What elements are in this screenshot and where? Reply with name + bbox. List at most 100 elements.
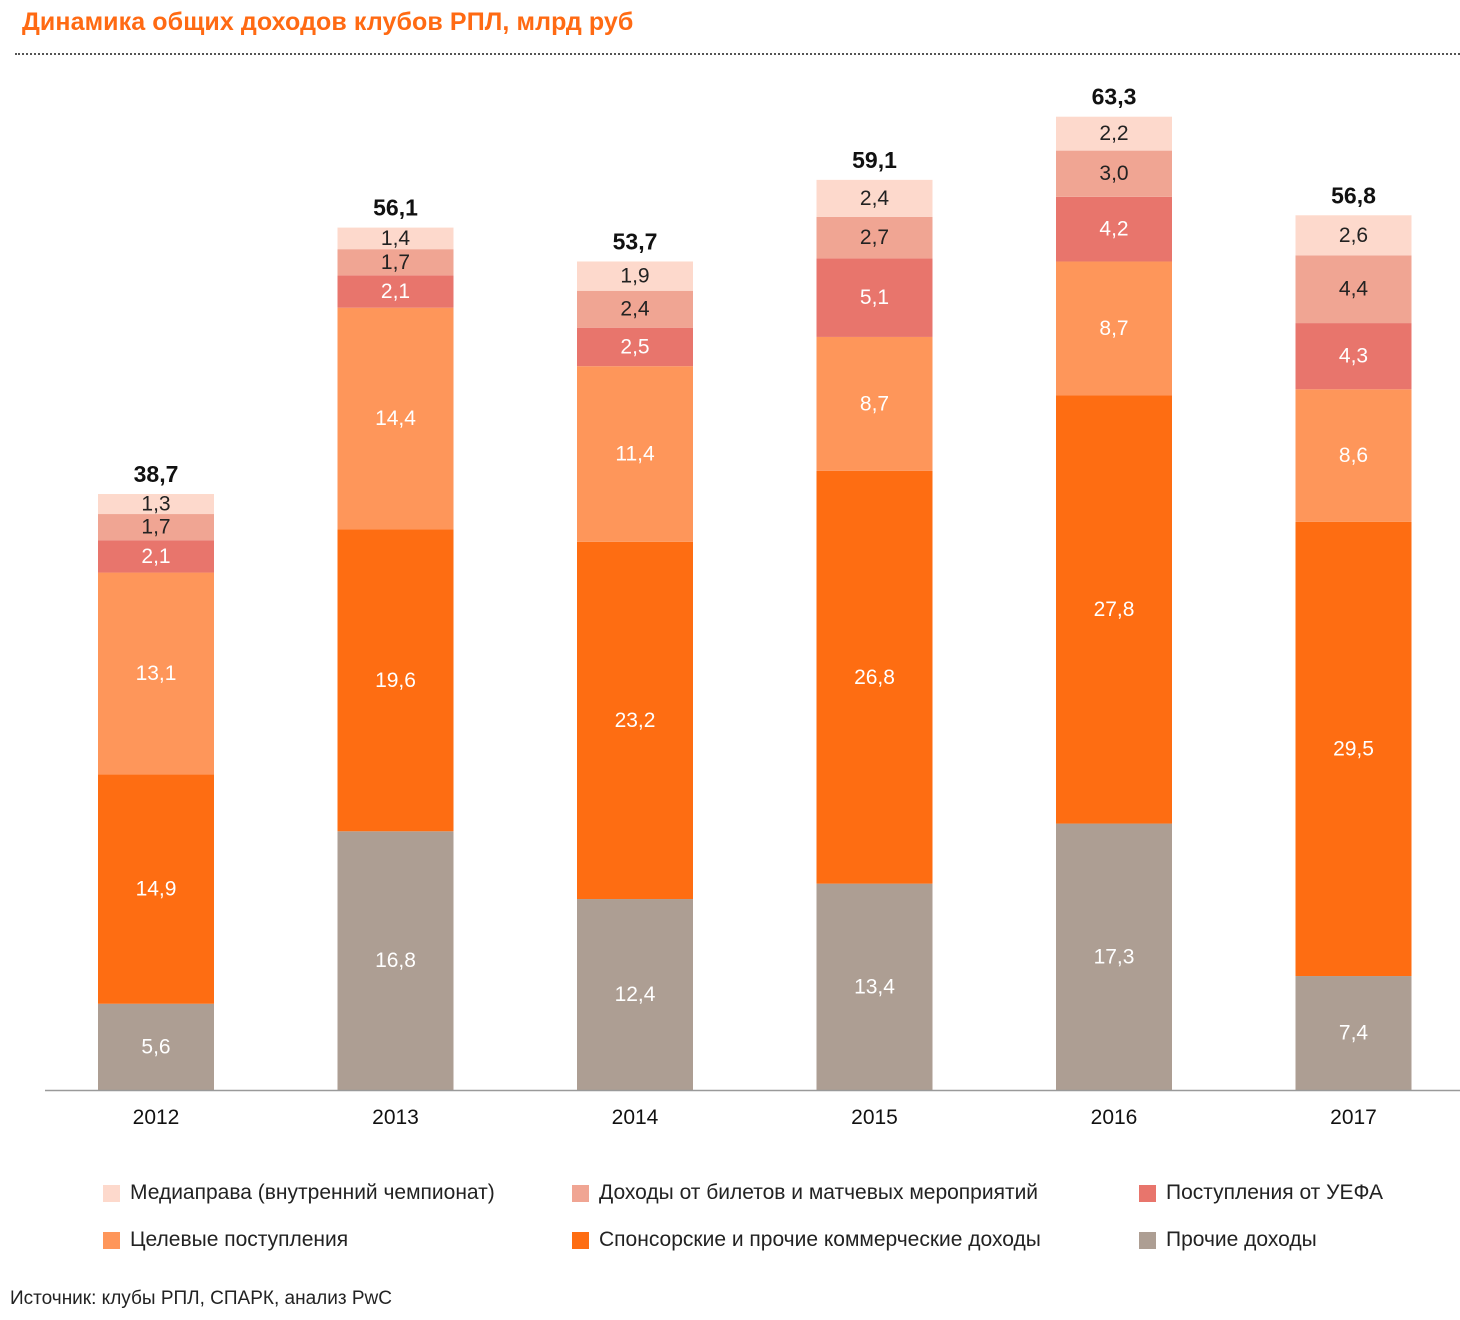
bar-segment-2016-1 <box>1056 395 1172 824</box>
legend-swatch-uefa <box>1139 1184 1156 1202</box>
bar-total-2016: 63,3 <box>1092 84 1137 110</box>
bar-segment-2014-1 <box>577 541 693 900</box>
legend-item-sponsor: Спонсорские и прочие коммерческие доходы <box>572 1228 1041 1252</box>
bar-label-2017-3: 4,3 <box>1339 345 1368 368</box>
legend-label-sponsor: Спонсорские и прочие коммерческие доходы <box>599 1228 1041 1251</box>
bar-segment-2017-2 <box>1295 389 1412 522</box>
bar-total-2017: 56,8 <box>1331 182 1376 208</box>
bar-total-2014: 53,7 <box>613 228 658 254</box>
bar-label-2016-3: 4,2 <box>1099 218 1128 241</box>
bar-label-2014-0: 12,4 <box>615 983 656 1006</box>
legend-item-other: Прочие доходы <box>1139 1228 1317 1252</box>
bar-label-2013-5: 1,4 <box>381 227 411 250</box>
legend-swatch-sponsor <box>572 1231 589 1249</box>
bar-label-2014-1: 23,2 <box>615 709 656 732</box>
bar-label-2012-5: 1,3 <box>141 493 170 516</box>
bar-segment-2015-4 <box>816 216 933 259</box>
bar-segment-2016-3 <box>1056 196 1172 262</box>
bar-label-2016-4: 3,0 <box>1099 162 1128 185</box>
legend-item-media: Медиаправа (внутренний чемпионат) <box>103 1181 495 1205</box>
bar-segment-2014-0 <box>577 899 693 1090</box>
bar-label-2015-2: 8,7 <box>860 392 889 415</box>
bar-label-2015-5: 2,4 <box>860 187 890 210</box>
bar-label-2014-4: 2,4 <box>620 298 650 321</box>
bar-segment-2016-0 <box>1056 823 1172 1090</box>
bar-label-2015-1: 26,8 <box>854 666 895 689</box>
bar-label-2016-2: 8,7 <box>1099 317 1128 340</box>
bar-label-2013-3: 2,1 <box>381 280 410 303</box>
bar-segment-2013-2 <box>337 307 454 530</box>
bar-label-2016-5: 2,2 <box>1099 122 1128 145</box>
bar-label-2016-1: 27,8 <box>1094 598 1135 621</box>
bar-label-2013-2: 14,4 <box>375 407 416 430</box>
legend-item-uefa: Поступления от УЕФА <box>1139 1181 1383 1205</box>
bar-segment-2012-3 <box>98 540 214 573</box>
bar-total-2013: 56,1 <box>373 195 418 221</box>
x-tick-label-2014: 2014 <box>612 1106 659 1129</box>
bar-segment-2013-1 <box>337 529 454 832</box>
chart-title: Динамика общих доходов клубов РПЛ, млрд … <box>22 8 634 36</box>
bar-label-2017-1: 29,5 <box>1333 737 1374 760</box>
bar-segment-2016-5 <box>1056 116 1172 151</box>
bar-label-2014-2: 11,4 <box>615 442 655 465</box>
legend-label-tickets: Доходы от билетов и матчевых мероприятий <box>599 1181 1039 1204</box>
bar-segment-2015-2 <box>816 336 933 471</box>
bar-label-2012-2: 13,1 <box>136 662 177 685</box>
bar-label-2015-3: 5,1 <box>860 286 889 309</box>
bar-segment-2016-4 <box>1056 150 1172 197</box>
x-tick-label-2013: 2013 <box>372 1106 419 1129</box>
bar-label-2017-0: 7,4 <box>1339 1022 1369 1045</box>
bar-label-2014-3: 2,5 <box>620 335 649 358</box>
bar-label-2017-4: 4,4 <box>1339 278 1369 301</box>
bar-segment-2012-4 <box>98 514 214 541</box>
bar-total-2015: 59,1 <box>852 147 897 173</box>
legend-swatch-media <box>103 1184 120 1202</box>
bar-segment-2015-3 <box>816 258 933 337</box>
source-note: Источник: клубы РПЛ, СПАРК, анализ PwC <box>10 1288 392 1309</box>
bar-segment-2014-2 <box>577 366 693 542</box>
bar-label-2016-0: 17,3 <box>1094 945 1135 968</box>
bar-label-2013-1: 19,6 <box>375 669 416 692</box>
title-divider <box>15 53 1460 55</box>
legend-label-other: Прочие доходы <box>1166 1228 1317 1251</box>
bar-segment-2017-1 <box>1295 521 1412 977</box>
x-tick-label-2012: 2012 <box>133 1106 180 1129</box>
legend-item-tickets: Доходы от билетов и матчевых мероприятий <box>572 1181 1038 1205</box>
bar-label-2017-5: 2,6 <box>1339 224 1368 247</box>
bar-label-2012-4: 1,7 <box>141 516 170 539</box>
x-tick-label-2016: 2016 <box>1091 1106 1138 1129</box>
bar-segment-2013-0 <box>337 831 454 1090</box>
bar-label-2013-0: 16,8 <box>375 949 416 972</box>
bar-total-2012: 38,7 <box>134 461 179 487</box>
bar-segment-2014-5 <box>577 261 693 291</box>
bar-segment-2017-0 <box>1295 976 1412 1090</box>
bar-segment-2017-5 <box>1295 215 1412 256</box>
bar-segment-2012-1 <box>98 774 214 1004</box>
bar-label-2012-3: 2,1 <box>141 545 170 568</box>
x-tick-label-2017: 2017 <box>1330 1106 1377 1129</box>
bar-segment-2017-4 <box>1295 255 1412 324</box>
bar-segment-2014-3 <box>577 327 693 367</box>
legend-item-target: Целевые поступления <box>103 1228 348 1252</box>
bar-segment-2012-0 <box>98 1003 214 1090</box>
legend-swatch-other <box>1139 1231 1156 1249</box>
bar-segment-2015-5 <box>816 179 933 217</box>
bar-segment-2013-5 <box>337 227 454 250</box>
bar-label-2015-4: 2,7 <box>860 226 889 249</box>
bar-label-2012-0: 5,6 <box>141 1035 170 1058</box>
bar-label-2012-1: 14,9 <box>136 878 177 901</box>
bar-segment-2012-5 <box>98 494 214 515</box>
legend-swatch-tickets <box>572 1184 589 1202</box>
bar-segment-2015-0 <box>816 883 933 1090</box>
bar-segment-2014-4 <box>577 290 693 328</box>
bar-segment-2013-4 <box>337 249 454 276</box>
bar-label-2017-2: 8,6 <box>1339 444 1368 467</box>
legend-swatch-target <box>103 1231 120 1249</box>
bar-label-2014-5: 1,9 <box>620 265 649 288</box>
bar-label-2013-4: 1,7 <box>381 251 410 274</box>
bar-label-2015-0: 13,4 <box>854 975 895 998</box>
bar-segment-2015-1 <box>816 470 933 884</box>
bar-segment-2012-2 <box>98 572 214 775</box>
bar-segment-2016-2 <box>1056 261 1172 396</box>
bar-segment-2017-3 <box>1295 323 1412 390</box>
